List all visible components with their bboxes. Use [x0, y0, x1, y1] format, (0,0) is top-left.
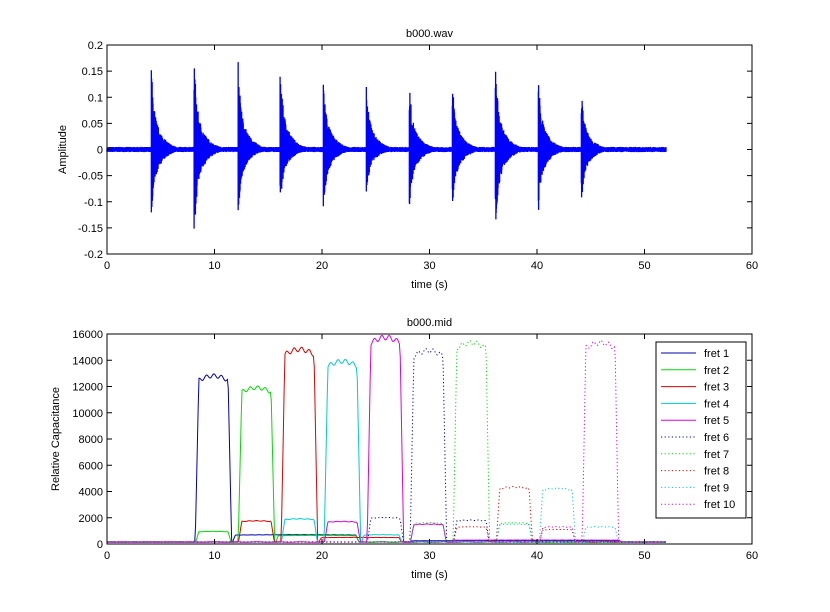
capacitance-x-tick-label: 50 [638, 550, 650, 562]
waveform-ticks: 0 10 20 30 40 50 60 -0.2 -0.15 -0.1 -0.05 0 0.05 0.1 0… [78, 40, 758, 272]
capacitance-y-tick-label: 12000 [72, 382, 103, 394]
legend-label: fret 6 [704, 432, 729, 444]
waveform-y-tick-label: 0.2 [88, 40, 103, 52]
legend-label: fret 1 [704, 348, 729, 360]
waveform-y-tick-label: 0.1 [88, 92, 103, 104]
waveform-x-axis-label: time (s) [411, 279, 448, 291]
waveform-y-tick-label: 0 [97, 145, 103, 157]
capacitance-x-tick-label: 20 [316, 550, 328, 562]
capacitance-ticks: 0 10 20 30 40 50 60 0 2000 4000 6000 8000 10000 12000… [72, 329, 758, 562]
capacitance-y-tick-label: 6000 [79, 460, 103, 472]
capacitance-chart: 0 10 20 30 40 50 60 0 2000 4000 6000 8000 10000 12000… [50, 317, 758, 581]
waveform-x-tick-label: 60 [746, 260, 758, 272]
waveform-y-tick-label: 0.15 [82, 66, 103, 78]
capacitance-y-tick-label: 14000 [72, 355, 103, 367]
legend-label: fret 8 [704, 466, 729, 478]
series-line-fret-7 [106, 340, 666, 543]
legend-label: fret 4 [704, 398, 729, 410]
legend-label: fret 2 [704, 365, 729, 377]
waveform-y-tick-label: -0.05 [78, 171, 103, 183]
waveform-title: b000.wav [406, 28, 454, 40]
waveform-chart: 0 10 20 30 40 50 60 -0.2 -0.15 -0.1 -0.05 0 0.05 0.1 0… [57, 28, 758, 291]
legend-box [655, 341, 747, 519]
waveform-x-tick-label: 0 [104, 260, 110, 272]
series-line-fret-9 [106, 487, 667, 543]
waveform-x-tick-label: 30 [423, 260, 435, 272]
legend-label: fret 10 [704, 499, 735, 511]
legend-label: fret 7 [704, 449, 729, 461]
capacitance-y-tick-label: 4000 [79, 487, 103, 499]
capacitance-x-tick-label: 10 [208, 550, 220, 562]
waveform-y-tick-label: -0.2 [84, 249, 103, 261]
capacitance-y-tick-label: 8000 [79, 434, 103, 446]
capacitance-series [106, 334, 667, 544]
waveform-y-tick-label: 0.05 [82, 118, 103, 130]
capacitance-x-tick-label: 30 [423, 550, 435, 562]
waveform-x-tick-label: 50 [638, 260, 650, 272]
waveform-x-tick-label: 40 [531, 260, 543, 272]
legend: fret 1 fret 2 fret 3 fret 4 fret 5 fret 6 fret… [655, 341, 747, 519]
capacitance-y-tick-label: 16000 [72, 329, 103, 341]
capacitance-y-tick-label: 2000 [79, 513, 103, 525]
series-line-fret-5 [106, 334, 667, 543]
capacitance-x-tick-label: 40 [531, 550, 543, 562]
waveform-x-tick-label: 20 [316, 260, 328, 272]
legend-label: fret 3 [704, 382, 729, 394]
capacitance-y-axis-label: Relative Capacitance [50, 387, 62, 491]
waveform-x-tick-label: 10 [208, 260, 220, 272]
capacitance-y-tick-label: 10000 [72, 408, 103, 420]
capacitance-plot-area [107, 334, 752, 544]
capacitance-title: b000.mid [407, 317, 452, 329]
waveform-y-tick-label: -0.15 [78, 223, 103, 235]
legend-label: fret 9 [704, 482, 729, 494]
capacitance-y-tick-label: 0 [97, 539, 103, 551]
legend-label: fret 5 [704, 415, 729, 427]
waveform-y-axis-label: Amplitude [57, 125, 69, 174]
capacitance-x-axis-label: time (s) [411, 569, 448, 581]
waveform-y-tick-label: -0.1 [84, 197, 103, 209]
capacitance-x-tick-label: 60 [746, 550, 758, 562]
capacitance-x-tick-label: 0 [104, 550, 110, 562]
